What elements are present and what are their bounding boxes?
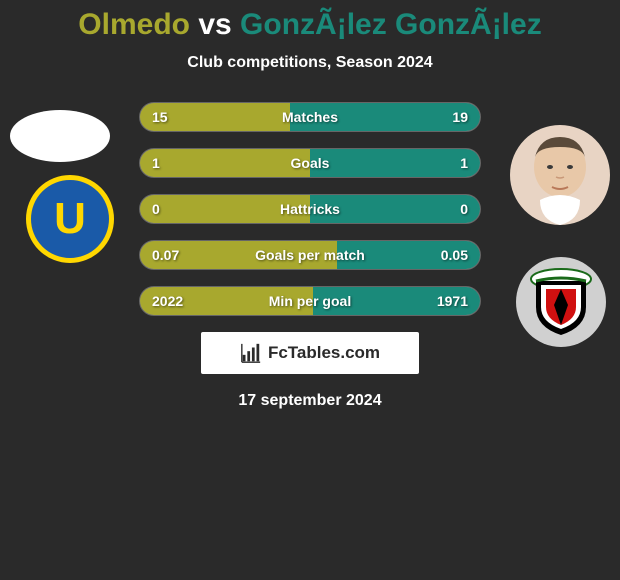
branding-text: FcTables.com bbox=[268, 343, 380, 363]
subtitle: Club competitions, Season 2024 bbox=[0, 54, 620, 72]
player2-club-logo bbox=[516, 257, 606, 347]
chart-icon bbox=[240, 342, 262, 364]
date-text: 17 september 2024 bbox=[0, 392, 620, 410]
comparison-title: Olmedo vs GonzÃ¡lez GonzÃ¡lez bbox=[0, 8, 620, 42]
player1-avatar bbox=[10, 110, 110, 162]
stats-container: 1519Matches 11Goals 00Hattricks 0.070.05Goa… bbox=[139, 102, 481, 316]
club-letter: U bbox=[54, 194, 86, 244]
stat-label: Hattricks bbox=[140, 201, 480, 217]
stat-label: Goals per match bbox=[140, 247, 480, 263]
stat-row: 11Goals bbox=[139, 148, 481, 178]
stat-row: 1519Matches bbox=[139, 102, 481, 132]
stat-row: 20221971Min per goal bbox=[139, 286, 481, 316]
stat-label: Goals bbox=[140, 155, 480, 171]
player2-avatar bbox=[510, 125, 610, 225]
stat-row: 00Hattricks bbox=[139, 194, 481, 224]
player1-name: Olmedo bbox=[78, 8, 190, 41]
stat-row: 0.070.05Goals per match bbox=[139, 240, 481, 270]
stat-label: Matches bbox=[140, 109, 480, 125]
branding-box: FcTables.com bbox=[201, 332, 419, 374]
stat-label: Min per goal bbox=[140, 293, 480, 309]
player2-name: GonzÃ¡lez GonzÃ¡lez bbox=[240, 8, 542, 41]
vs-text: vs bbox=[198, 8, 231, 41]
player1-club-logo: U bbox=[26, 175, 114, 263]
